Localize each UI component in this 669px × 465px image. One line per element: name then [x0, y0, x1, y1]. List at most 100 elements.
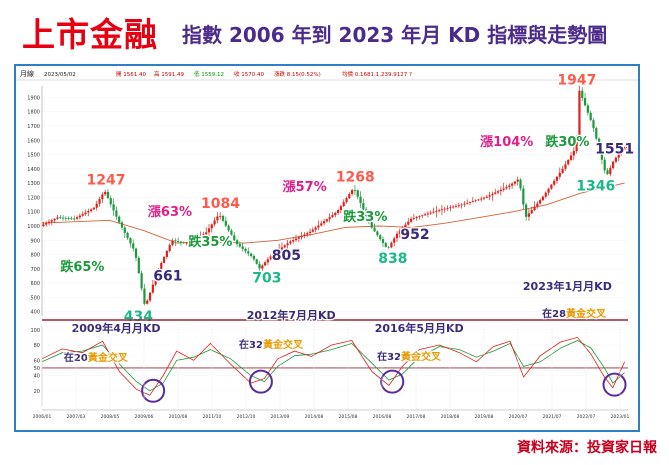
candle-body: [541, 196, 545, 201]
candle-body: [457, 205, 460, 207]
x-tick-label: 2007/03: [67, 414, 86, 420]
x-tick-label: 2010/08: [169, 414, 188, 420]
candle-body: [143, 288, 146, 304]
move-label: 漲104%: [480, 135, 533, 150]
candle-body: [370, 222, 373, 228]
kd-label: 2023年1月月KD: [523, 279, 612, 293]
candle-body: [365, 209, 368, 216]
candle-body: [398, 230, 401, 234]
candle-body: [505, 187, 508, 189]
candle-body: [586, 105, 589, 113]
golden-cross-circle: [248, 369, 273, 394]
kd-tick-label: 50: [34, 366, 40, 372]
price-tick-label: 800: [30, 253, 40, 259]
candle-body: [264, 262, 267, 266]
candle-body: [283, 245, 286, 248]
kd-tick-label: 100: [30, 328, 40, 334]
cross-num: 20: [74, 353, 88, 364]
chart-canvas: 月線 2023/05/02 開 1561.40 高 1591.49 低 1559.12 收…: [16, 66, 638, 430]
candle-body: [227, 225, 230, 231]
candle-body: [359, 196, 362, 204]
candle-body: [446, 207, 449, 209]
golden-cross-circle: [380, 369, 405, 394]
cross-num: 32: [387, 352, 401, 363]
candle-body: [603, 159, 606, 171]
candle-body: [115, 210, 118, 217]
candle-body: [376, 231, 379, 236]
candle-body: [146, 300, 149, 304]
move-label: 跌33%: [343, 209, 387, 225]
candle-body: [249, 253, 253, 256]
kd-annotations: 2009年4月月KD 2012年7月月KD 2016年5月月KD 2023年1月月KD…: [63, 278, 613, 366]
candle-body: [213, 220, 216, 225]
header-item: 高 1591.49: [154, 70, 184, 78]
kd-tick-label: 80: [34, 343, 40, 349]
candle-body: [353, 190, 357, 191]
move-labels: 跌65% 漲63% 跌35% 漲57% 跌33% 漲104% 跌30%: [59, 133, 591, 277]
candle-body: [42, 224, 45, 226]
candle-body: [519, 179, 522, 189]
candle-body: [120, 222, 124, 228]
candle-body: [409, 218, 413, 222]
candle-body: [466, 202, 469, 204]
candle-body: [64, 217, 67, 219]
candle-body: [70, 218, 73, 220]
candle-body: [525, 204, 528, 217]
candle-body: [258, 263, 261, 269]
candle-body: [597, 138, 601, 150]
candle-body: [544, 192, 547, 197]
price-tick-label: 700: [30, 267, 40, 273]
candle-body: [435, 210, 438, 212]
candle-body: [196, 237, 199, 239]
price-label-1247: 1247: [87, 173, 126, 189]
candle-body: [174, 240, 177, 242]
candle-body: [449, 207, 452, 209]
candle-body: [252, 256, 255, 260]
price-label-1346: 1346: [576, 179, 615, 195]
candle-body: [241, 246, 244, 249]
candle-body: [81, 214, 84, 216]
candle-body: [623, 147, 626, 150]
candle-body: [303, 234, 306, 236]
candle-body: [185, 242, 188, 244]
candle-body: [314, 227, 317, 230]
candle-body: [280, 247, 284, 250]
candle-body: [488, 195, 491, 197]
candle-body: [379, 235, 382, 240]
candle-body: [440, 209, 444, 211]
candle-body: [308, 231, 312, 234]
candle-body: [530, 210, 533, 214]
candle-body: [426, 213, 429, 215]
candle-body: [118, 216, 121, 223]
price-label-838: 838: [378, 251, 407, 267]
price-tick-label: 400: [30, 310, 40, 316]
cross-label: 在20黃金交叉: [64, 351, 129, 364]
x-tick-label: 2012/10: [237, 414, 256, 420]
kd-label: 2016年5月月KD: [375, 321, 464, 335]
candle-body: [572, 151, 575, 156]
x-tick-label: 2014/08: [305, 414, 324, 420]
x-tick-label: 2009/06: [135, 414, 154, 420]
candle-body: [583, 98, 587, 106]
candle-body: [177, 241, 180, 242]
golden-cross-circle: [602, 372, 627, 397]
title-bar: 上市金融 指數 2006 年到 2023 年月 KD 指標與走勢圖: [0, 0, 669, 62]
candle-body: [137, 257, 140, 274]
price-labels: 1247 434 661 1084 703 805 1268 838 952 1947 1346 15…: [85, 71, 635, 326]
candle-body: [510, 183, 514, 186]
candle-body: [407, 221, 410, 225]
price-tick-label: 1000: [27, 224, 40, 230]
candle-body: [134, 248, 138, 258]
candle-body: [609, 167, 612, 175]
candle-body: [485, 196, 488, 198]
header-label: 月線: [20, 69, 34, 78]
candle-body: [233, 235, 236, 241]
candle-body: [502, 188, 505, 190]
candle-body: [423, 214, 427, 216]
candle-body: [373, 227, 376, 232]
candle-body: [266, 259, 270, 263]
x-tick-label: 2020/07: [509, 414, 528, 420]
cross-num: 32: [249, 340, 263, 351]
price-tick-label: 600: [30, 281, 40, 287]
candle-body: [555, 176, 559, 181]
